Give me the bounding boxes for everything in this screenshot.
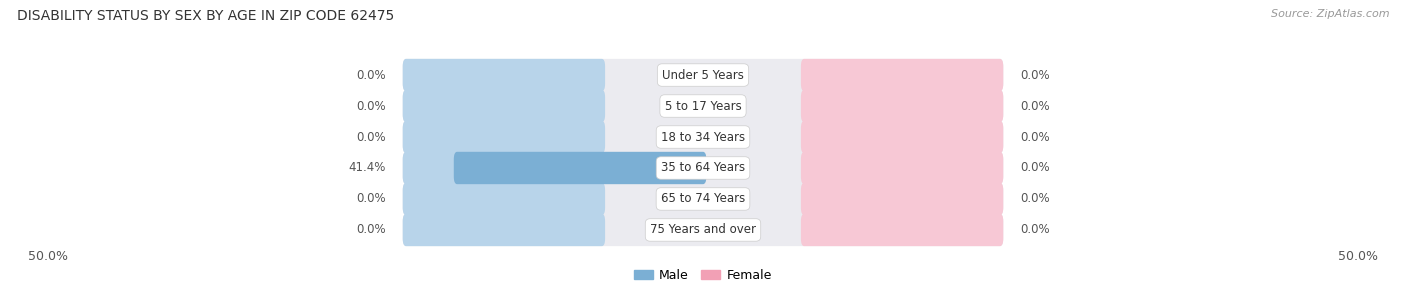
Text: 0.0%: 0.0% <box>1021 69 1050 81</box>
FancyBboxPatch shape <box>801 90 1004 122</box>
Text: 0.0%: 0.0% <box>356 192 385 206</box>
Text: Source: ZipAtlas.com: Source: ZipAtlas.com <box>1271 9 1389 19</box>
FancyBboxPatch shape <box>402 121 605 153</box>
FancyBboxPatch shape <box>402 152 605 184</box>
Text: 0.0%: 0.0% <box>1021 192 1050 206</box>
Text: 0.0%: 0.0% <box>1021 161 1050 174</box>
Text: 18 to 34 Years: 18 to 34 Years <box>661 131 745 144</box>
Text: 35 to 64 Years: 35 to 64 Years <box>661 161 745 174</box>
FancyBboxPatch shape <box>402 152 1004 184</box>
Text: 41.4%: 41.4% <box>349 161 385 174</box>
Text: DISABILITY STATUS BY SEX BY AGE IN ZIP CODE 62475: DISABILITY STATUS BY SEX BY AGE IN ZIP C… <box>17 9 394 23</box>
FancyBboxPatch shape <box>801 183 1004 215</box>
Text: 0.0%: 0.0% <box>356 69 385 81</box>
FancyBboxPatch shape <box>402 90 1004 122</box>
FancyBboxPatch shape <box>801 121 1004 153</box>
FancyBboxPatch shape <box>402 214 605 246</box>
Text: 0.0%: 0.0% <box>1021 131 1050 144</box>
Text: 0.0%: 0.0% <box>1021 224 1050 236</box>
FancyBboxPatch shape <box>402 90 605 122</box>
Text: 0.0%: 0.0% <box>356 224 385 236</box>
Text: 5 to 17 Years: 5 to 17 Years <box>665 99 741 113</box>
FancyBboxPatch shape <box>801 214 1004 246</box>
Text: 50.0%: 50.0% <box>28 250 67 263</box>
FancyBboxPatch shape <box>402 59 1004 91</box>
FancyBboxPatch shape <box>402 183 1004 215</box>
FancyBboxPatch shape <box>801 152 1004 184</box>
Text: 50.0%: 50.0% <box>1339 250 1378 263</box>
FancyBboxPatch shape <box>402 214 1004 246</box>
FancyBboxPatch shape <box>402 121 1004 153</box>
Legend: Male, Female: Male, Female <box>630 264 776 287</box>
Text: 0.0%: 0.0% <box>1021 99 1050 113</box>
FancyBboxPatch shape <box>454 152 706 184</box>
Text: 75 Years and over: 75 Years and over <box>650 224 756 236</box>
Text: 0.0%: 0.0% <box>356 99 385 113</box>
FancyBboxPatch shape <box>402 183 605 215</box>
FancyBboxPatch shape <box>801 59 1004 91</box>
Text: 65 to 74 Years: 65 to 74 Years <box>661 192 745 206</box>
Text: 0.0%: 0.0% <box>356 131 385 144</box>
FancyBboxPatch shape <box>402 59 605 91</box>
Text: Under 5 Years: Under 5 Years <box>662 69 744 81</box>
